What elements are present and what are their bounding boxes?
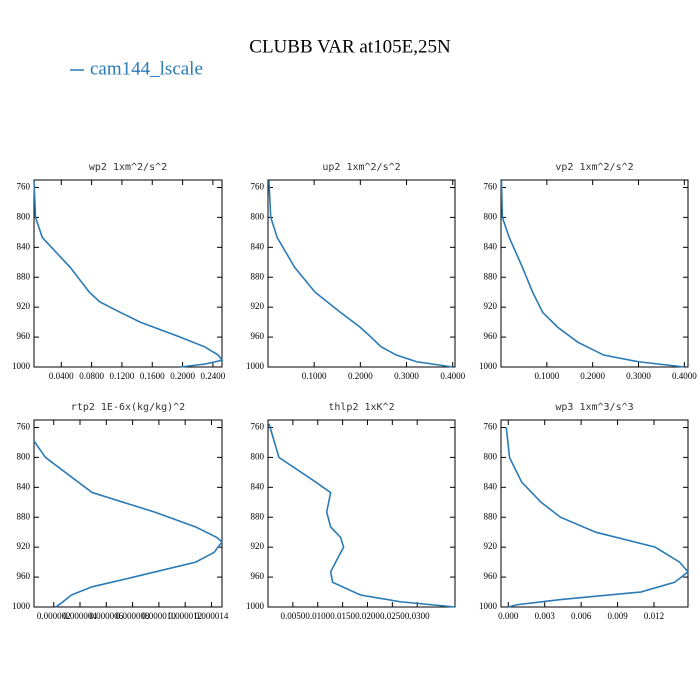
plot-frame	[33, 179, 223, 368]
y-tick-label: 800	[251, 211, 265, 221]
figure-title: CLUBB VAR at105E,25N	[249, 36, 451, 57]
y-tick-label: 920	[484, 301, 498, 311]
subplot-title: wp2 1xm^2/s^2	[89, 162, 167, 173]
y-tick-label: 1000	[246, 601, 265, 611]
plot-frame	[267, 179, 456, 368]
x-tick-label: 0.000010	[142, 611, 176, 621]
legend-label: cam144_lscale	[90, 58, 203, 79]
x-tick-label: 0.012	[644, 611, 664, 621]
x-tick-label: 0.1000	[534, 371, 559, 381]
y-tick-label: 840	[484, 241, 498, 251]
x-tick-label: 0.4000	[440, 371, 465, 381]
y-tick-label: 920	[17, 301, 31, 311]
x-tick-label: 0.2000	[580, 371, 605, 381]
y-tick-label: 1000	[246, 361, 265, 371]
y-tick-label: 960	[484, 331, 498, 341]
subplot-title: vp2 1xm^2/s^2	[555, 162, 633, 173]
x-tick-label: 0.0250	[380, 611, 405, 621]
x-tick-label: 0.1200	[110, 371, 135, 381]
y-tick-label: 960	[251, 331, 265, 341]
y-tick-label: 880	[251, 271, 265, 281]
y-tick-label: 760	[251, 182, 265, 192]
plot-frame	[267, 419, 456, 608]
x-tick-label: 0.0800	[79, 371, 104, 381]
profile-line	[33, 180, 224, 368]
x-tick-label: 0.0400	[49, 371, 74, 381]
subplot-title: rtp2 1E-6x(kg/kg)^2	[71, 402, 185, 413]
x-tick-label: 0.000	[498, 611, 519, 621]
x-tick-label: 0.1000	[302, 371, 327, 381]
y-tick-label: 960	[484, 571, 498, 581]
x-tick-label: 0.1600	[140, 371, 165, 381]
x-tick-label: 0.000004	[63, 611, 97, 621]
x-tick-label: 0.0100	[305, 611, 330, 621]
y-tick-label: 960	[17, 331, 31, 341]
y-tick-label: 920	[251, 541, 265, 551]
y-tick-label: 880	[17, 511, 31, 521]
profile-line	[505, 427, 690, 608]
x-tick-label: 0.3000	[626, 371, 651, 381]
plot-frame	[33, 419, 223, 608]
x-tick-label: 0.000002	[37, 611, 71, 621]
y-tick-label: 800	[17, 451, 31, 461]
y-tick-label: 920	[251, 301, 265, 311]
y-tick-label: 920	[17, 541, 31, 551]
x-tick-label: 0.4000	[672, 371, 697, 381]
y-tick-label: 920	[484, 541, 498, 551]
y-tick-label: 760	[17, 422, 31, 432]
x-tick-label: 0.009	[607, 611, 628, 621]
y-tick-label: 800	[251, 451, 265, 461]
y-tick-label: 760	[484, 422, 498, 432]
x-tick-label: 0.000014	[195, 611, 229, 621]
profile-line	[268, 180, 453, 368]
y-tick-label: 800	[17, 211, 31, 221]
x-tick-label: 0.006	[571, 611, 592, 621]
y-tick-label: 880	[484, 271, 498, 281]
x-tick-label: 0.2400	[201, 371, 226, 381]
subplot-title: up2 1xm^2/s^2	[322, 162, 400, 173]
profile-line	[268, 423, 456, 608]
subplot-title: thlp2 1xK^2	[328, 402, 394, 413]
x-tick-label: 0.0150	[330, 611, 355, 621]
y-tick-label: 840	[484, 481, 498, 491]
x-tick-label: 0.000008	[116, 611, 150, 621]
x-tick-label: 0.000012	[168, 611, 202, 621]
y-tick-label: 880	[484, 511, 498, 521]
x-tick-label: 0.000006	[89, 611, 123, 621]
profile-line	[500, 180, 685, 368]
y-tick-label: 800	[484, 451, 498, 461]
y-tick-label: 960	[251, 571, 265, 581]
x-tick-label: 0.0300	[405, 611, 430, 621]
plot-frame	[500, 419, 689, 608]
y-tick-label: 840	[251, 241, 265, 251]
y-tick-label: 760	[251, 422, 265, 432]
y-tick-label: 840	[17, 481, 31, 491]
x-tick-label: 0.0200	[355, 611, 380, 621]
y-tick-label: 880	[251, 511, 265, 521]
x-tick-label: 0.3000	[394, 371, 419, 381]
x-tick-label: 0.2000	[348, 371, 373, 381]
y-tick-label: 1000	[479, 361, 498, 371]
x-tick-label: 0.2000	[170, 371, 195, 381]
y-tick-label: 1000	[12, 361, 31, 371]
x-tick-label: 0.0050	[280, 611, 305, 621]
plot-frame	[500, 179, 689, 368]
x-tick-label: 0.003	[535, 611, 556, 621]
y-tick-label: 960	[17, 571, 31, 581]
y-tick-label: 880	[17, 271, 31, 281]
y-tick-label: 760	[484, 182, 498, 192]
profile-line	[33, 440, 224, 608]
y-tick-label: 840	[17, 241, 31, 251]
y-tick-label: 800	[484, 211, 498, 221]
y-tick-label: 1000	[479, 601, 498, 611]
subplot-title: wp3 1xm^3/s^3	[555, 402, 633, 413]
y-tick-label: 760	[17, 182, 31, 192]
y-tick-label: 840	[251, 481, 265, 491]
y-tick-label: 1000	[12, 601, 31, 611]
